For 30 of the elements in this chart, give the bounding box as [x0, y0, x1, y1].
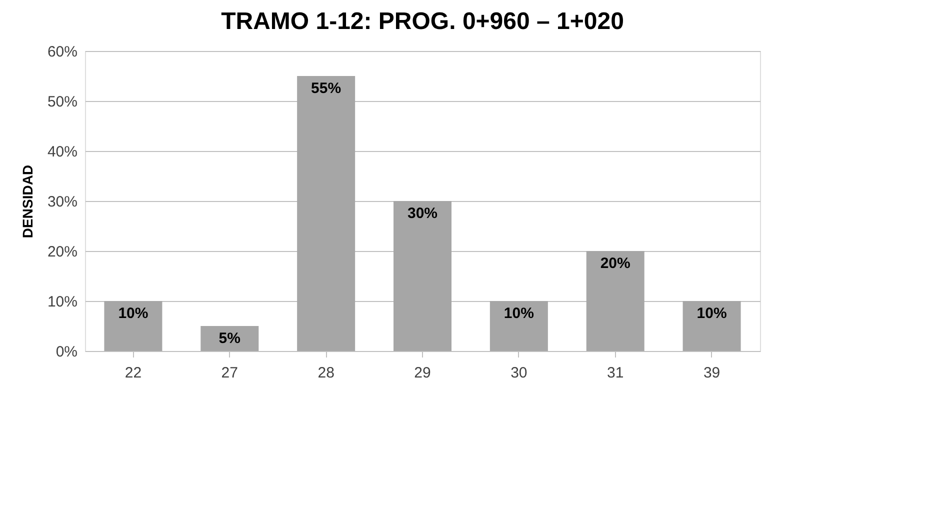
bar [297, 76, 356, 351]
y-tick-label: 50% [47, 94, 78, 110]
x-tick-label: 30 [510, 364, 528, 382]
data-label: 10% [504, 305, 534, 322]
data-label: 20% [600, 255, 630, 272]
data-label: 5% [218, 330, 240, 347]
data-label: 10% [118, 305, 148, 322]
x-tick-label: 27 [221, 364, 238, 382]
bar [394, 201, 452, 351]
x-tick-label: 39 [703, 364, 720, 382]
bar [200, 326, 259, 351]
data-label: 55% [311, 80, 342, 97]
chart-title: TRAMO 1-12: PROG. 0+960 – 1+020 [221, 8, 624, 35]
x-tick-label: 31 [607, 364, 624, 382]
bar [682, 301, 741, 351]
data-label: 10% [696, 305, 727, 322]
y-axis-title: DENSIDAD [19, 164, 36, 238]
data-label: 30% [407, 205, 438, 222]
y-tick-label: 40% [47, 144, 78, 160]
y-tick-label: 10% [47, 294, 78, 310]
y-tick-label: 30% [47, 194, 78, 210]
x-tick-label: 29 [414, 364, 431, 382]
y-tick-label: 0% [56, 344, 78, 360]
y-tick-label: 20% [47, 244, 78, 260]
bar [586, 251, 644, 351]
bar [490, 301, 548, 351]
x-tick-label: 28 [318, 364, 334, 382]
bar [104, 301, 162, 351]
x-tick-label: 22 [124, 364, 142, 382]
y-tick-label: 60% [47, 44, 78, 60]
